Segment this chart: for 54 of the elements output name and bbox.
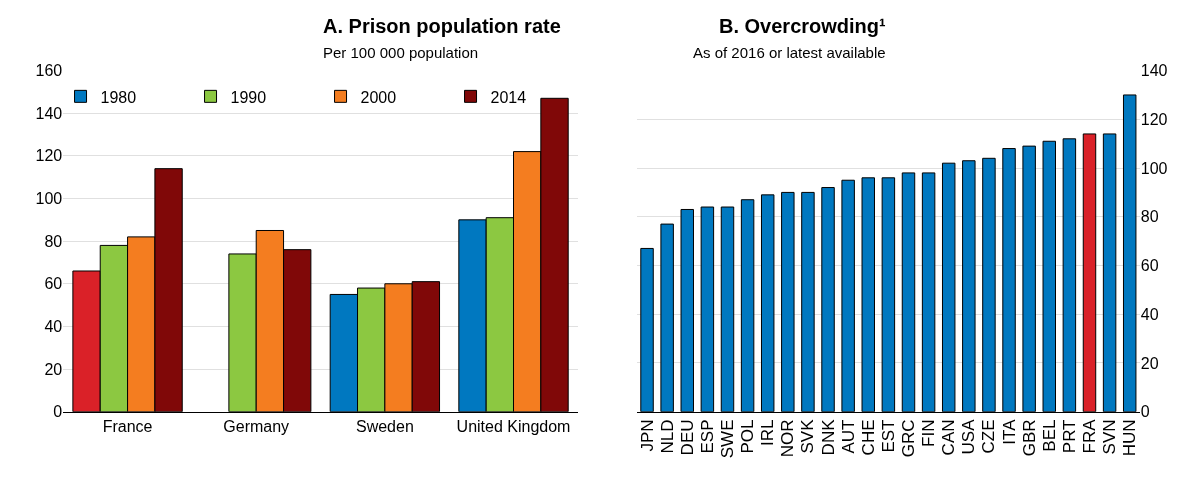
x-tick-label: SWE	[718, 419, 738, 459]
x-tick-label: CZE	[979, 419, 999, 454]
chart-title: B. Overcrowding¹	[719, 15, 887, 37]
y-tick-label: 20	[44, 360, 63, 378]
x-tick-label: GBR	[1019, 419, 1039, 457]
x-tick-label: France	[102, 417, 153, 435]
y2-tick-label: 40	[1140, 305, 1159, 323]
chart-subtitle: As of 2016 or latest available	[693, 44, 886, 61]
y-tick-label: 140	[35, 104, 63, 122]
x-tick-label: DEU	[677, 419, 697, 456]
legend-label: 1990	[230, 88, 267, 106]
y2-tick-label: 140	[1140, 62, 1168, 80]
y-tick-label: 0	[53, 403, 63, 421]
x-tick-label: CHE	[858, 419, 878, 456]
x-tick-label: HUN	[1120, 419, 1140, 457]
x-tick-label: CAN	[939, 419, 959, 456]
x-tick-label: FIN	[919, 419, 939, 447]
x-tick-label: NLD	[657, 419, 677, 454]
y2-tick-label: 20	[1140, 354, 1159, 372]
x-tick-label: BEL	[1039, 419, 1059, 452]
y2-tick-label: 60	[1140, 257, 1159, 275]
x-tick-label: EST	[878, 419, 898, 453]
y2-tick-label: 80	[1140, 208, 1159, 226]
x-tick-label: NOR	[778, 419, 798, 458]
y-tick-label: 120	[35, 147, 63, 165]
x-tick-label: ITA	[999, 418, 1019, 445]
x-tick-label: AUT	[838, 419, 858, 454]
x-tick-label: IRL	[758, 419, 778, 446]
x-tick-label: ESP	[697, 419, 717, 454]
y-tick-label: 100	[35, 190, 63, 208]
y2-tick-label: 100	[1140, 159, 1168, 177]
y2-tick-label: 120	[1140, 110, 1168, 128]
y2-tick-label: 0	[1140, 403, 1150, 421]
chart-title: A. Prison population rate	[323, 15, 561, 37]
y-tick-label: 80	[44, 232, 63, 250]
x-tick-label: USA	[959, 418, 979, 455]
legend-label: 2014	[490, 88, 527, 106]
y-tick-label: 40	[44, 318, 63, 336]
y-tick-label: 160	[35, 62, 63, 80]
x-tick-label: DNK	[818, 418, 838, 456]
legend-label: 2000	[360, 88, 397, 106]
x-tick-label: JPN	[637, 419, 657, 452]
x-tick-label: POL	[738, 419, 758, 454]
legend-label: 1980	[100, 88, 137, 106]
chart-subtitle: Per 100 000 population	[323, 44, 479, 61]
x-tick-label: PRT	[1059, 419, 1079, 454]
y-tick-label: 60	[44, 275, 63, 293]
x-tick-label: GRC	[899, 419, 919, 458]
x-tick-label: Germany	[223, 417, 290, 435]
x-tick-label: FRA	[1080, 418, 1100, 454]
x-tick-label: United Kingdom	[456, 417, 571, 435]
x-tick-label: SVN	[1100, 419, 1120, 455]
x-tick-label: Sweden	[355, 417, 414, 435]
x-tick-label: SVK	[798, 418, 818, 454]
